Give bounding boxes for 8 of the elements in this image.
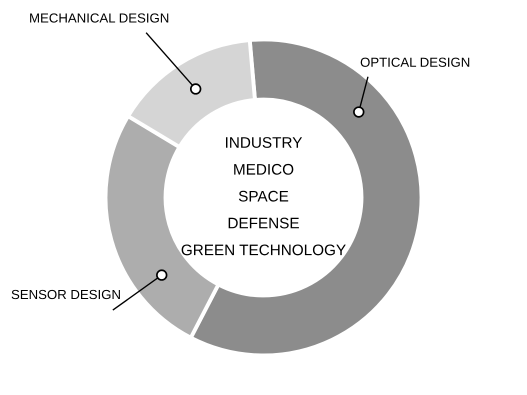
text: INDUSTRY	[226, 137, 302, 148]
text: GREEN TECHNOLOGY	[182, 244, 346, 256]
slice-label: MECHANICAL DESIGN	[30, 13, 168, 23]
text: SPACE	[238, 190, 288, 202]
slice-label: SENSOR DESIGN	[12, 290, 120, 300]
text: DEFENSE	[228, 218, 299, 228]
slice-label: OPTICAL DESIGN	[360, 58, 470, 67]
text: MEDICO	[234, 164, 294, 175]
